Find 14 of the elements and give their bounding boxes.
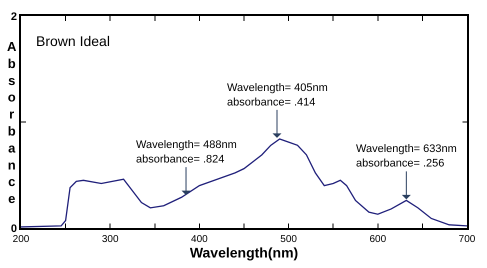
x-tick-label: 200: [12, 234, 30, 245]
text: Absorbance: [7, 39, 16, 206]
y-tick-label: 2: [10, 10, 18, 23]
x-tick-label: 300: [102, 234, 119, 245]
annotation: Wavelength= 405nm absorbance= .414: [227, 82, 328, 108]
annotation: Wavelength= 488nm absorbance= .824: [136, 139, 237, 166]
y-tick-label: 0: [10, 222, 18, 235]
x-tick-label: 600: [369, 234, 387, 245]
x-tick-label: 500: [280, 234, 298, 245]
text: Brown Ideal: [36, 33, 110, 49]
annotation: Wavelength= 633nm absorbance= .256: [356, 143, 457, 170]
x-axis-title: Wavelength(nm): [190, 244, 298, 261]
x-tick-label: 700: [458, 234, 476, 245]
x-tick-label: 400: [191, 234, 208, 245]
